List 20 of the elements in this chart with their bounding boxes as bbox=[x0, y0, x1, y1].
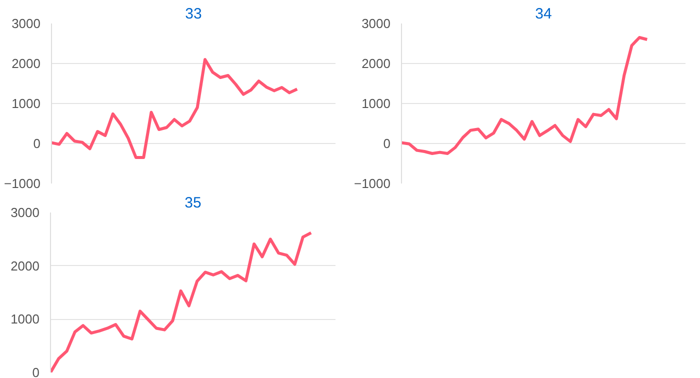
y-tick-label: 2000 bbox=[12, 56, 40, 71]
y-tick-label: −1000 bbox=[354, 176, 391, 191]
y-tick-label: 3000 bbox=[362, 16, 390, 31]
y-tick-label: 0 bbox=[32, 365, 40, 378]
chart-title: 35 bbox=[184, 194, 202, 212]
chart-title: 33 bbox=[185, 6, 202, 22]
y-tick-label: 0 bbox=[383, 136, 391, 151]
line-series bbox=[52, 58, 299, 159]
y-tick-label: 1000 bbox=[12, 96, 40, 111]
y-tick-label: 2000 bbox=[10, 258, 40, 274]
line-series bbox=[402, 36, 649, 155]
y-tick-label: 3000 bbox=[12, 16, 40, 31]
y-tick-label: 1000 bbox=[10, 312, 40, 327]
y-tick-label: 0 bbox=[33, 136, 41, 151]
y-tick-label: −1000 bbox=[4, 176, 41, 191]
y-tick-label: 3000 bbox=[10, 205, 40, 220]
y-tick-label: 1000 bbox=[362, 96, 390, 111]
line-series bbox=[50, 231, 313, 372]
y-tick-label: 2000 bbox=[362, 56, 390, 71]
chart-title: 34 bbox=[535, 6, 552, 22]
